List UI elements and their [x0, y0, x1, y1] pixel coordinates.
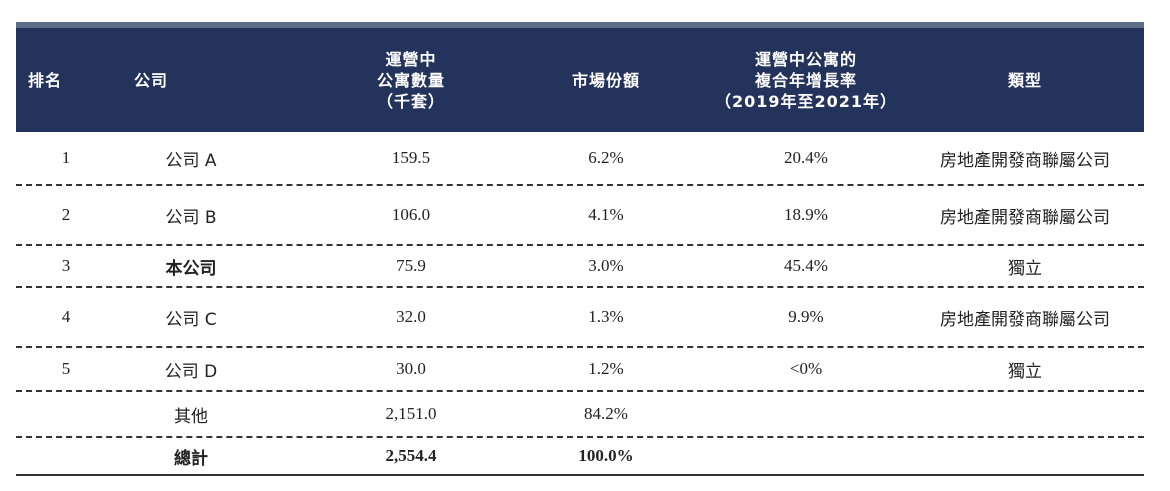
cell-company: 公司 B	[165, 207, 217, 228]
cell-company: 公司 C	[165, 309, 217, 330]
cell-company: 本公司	[165, 258, 217, 279]
cell-type: 房地產開發商聯屬公司	[940, 207, 1110, 228]
cell-type: 房地產開發商聯屬公司	[940, 309, 1110, 330]
cell-share: 3.0%	[588, 256, 624, 275]
cell-units: 106.0	[391, 205, 431, 224]
cell-rank	[16, 438, 116, 474]
table-row: 1 公司 A 159.5 6.2% 20.4% 房地產開發商聯屬公司	[16, 132, 1144, 186]
cell-share: 6.2%	[588, 148, 624, 167]
cell-share: 84.2%	[584, 404, 628, 423]
cell-type: 獨立	[1008, 361, 1042, 382]
table-row: 5 公司 D 30.0 1.2% <0% 獨立	[16, 348, 1144, 392]
cell-share: 1.3%	[588, 307, 624, 326]
cell-rank: 4	[61, 307, 71, 326]
table-header: 排名 公司 運營中 公寓數量 （千套） 市場份額 運營中公寓的 複合年增長率 （…	[16, 28, 1144, 132]
cell-share: 1.2%	[588, 359, 624, 378]
header-cagr: 運營中公寓的 複合年增長率 （2019年至2021年）	[714, 49, 898, 111]
cell-units: 30.0	[396, 359, 426, 378]
cell-type: 獨立	[1008, 258, 1042, 279]
cell-units: 2,151.0	[385, 404, 437, 423]
cell-rank: 2	[61, 205, 71, 224]
cell-company: 其他	[174, 406, 208, 427]
cell-cagr: 9.9%	[788, 307, 824, 326]
header-share: 市場份額	[571, 70, 640, 90]
cell-units: 75.9	[396, 256, 426, 275]
cell-cagr	[706, 438, 906, 474]
cell-rank: 1	[61, 148, 71, 167]
cell-company: 公司 A	[165, 150, 217, 171]
cell-company: 總計	[174, 448, 208, 469]
cell-units: 2,554.4	[385, 446, 437, 465]
cell-rank: 5	[61, 359, 71, 378]
cell-type	[906, 438, 1144, 474]
cell-units: 159.5	[391, 148, 431, 167]
table-row: 3 本公司 75.9 3.0% 45.4% 獨立	[16, 246, 1144, 288]
cell-cagr: 45.4%	[784, 256, 828, 275]
table-top-rule	[16, 22, 1144, 28]
cell-share: 100.0%	[578, 446, 634, 465]
cell-cagr: <0%	[789, 359, 823, 378]
cell-rank	[16, 392, 116, 436]
header-rank: 排名	[28, 70, 63, 90]
cell-units: 32.0	[396, 307, 426, 326]
cell-company: 公司 D	[164, 361, 218, 382]
cell-cagr	[706, 392, 906, 436]
header-company: 公司	[134, 70, 169, 90]
cell-type: 房地產開發商聯屬公司	[940, 150, 1110, 171]
cell-cagr: 18.9%	[784, 205, 828, 224]
cell-type	[906, 392, 1144, 436]
table-row: 4 公司 C 32.0 1.3% 9.9% 房地產開發商聯屬公司	[16, 288, 1144, 348]
table-row-others: 其他 2,151.0 84.2%	[16, 392, 1144, 438]
market-share-table: 排名 公司 運營中 公寓數量 （千套） 市場份額 運營中公寓的 複合年增長率 （…	[16, 22, 1144, 476]
cell-share: 4.1%	[588, 205, 624, 224]
header-units: 運營中 公寓數量 （千套）	[376, 49, 445, 111]
cell-rank: 3	[61, 256, 71, 275]
table-row-total: 總計 2,554.4 100.0%	[16, 438, 1144, 476]
table-row: 2 公司 B 106.0 4.1% 18.9% 房地產開發商聯屬公司	[16, 186, 1144, 246]
cell-cagr: 20.4%	[784, 148, 828, 167]
header-type: 類型	[1007, 70, 1042, 90]
